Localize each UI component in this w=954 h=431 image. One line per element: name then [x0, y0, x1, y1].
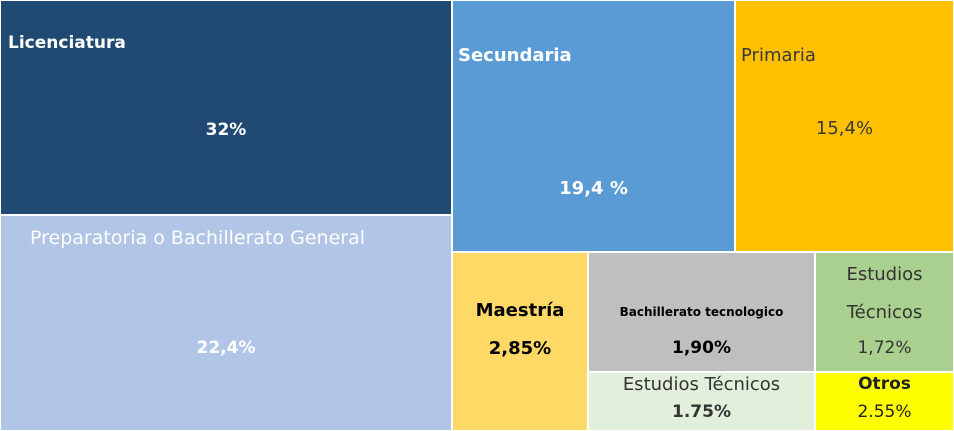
treemap-cell — [452, 252, 588, 431]
treemap-cell — [0, 0, 452, 215]
value-label: 15,4% — [815, 118, 874, 139]
cell-label: Otros — [858, 374, 911, 394]
cell-label: Maestría — [475, 300, 565, 321]
cell-label: Primaria — [741, 45, 816, 66]
value-label: 2.55% — [857, 402, 912, 422]
treemap-cell — [735, 0, 954, 252]
value-label: 32% — [205, 120, 247, 140]
cell-label: Estudios Técnicos — [622, 374, 781, 395]
treemap-cell — [588, 252, 815, 372]
value-label: 1,90% — [672, 338, 731, 358]
treemap-cell — [815, 252, 954, 372]
treemap-cell — [815, 372, 954, 431]
value-label: 1,72% — [857, 338, 912, 358]
value-label: 2,85% — [488, 338, 552, 359]
cell-label: Preparatoria o Bachillerato General — [30, 227, 366, 249]
cell-label: Secundaria — [458, 45, 572, 66]
treemap-cell — [588, 372, 815, 431]
cell-label: Licenciatura — [8, 33, 126, 53]
treemap-cell — [452, 0, 735, 252]
value-label: 1.75% — [672, 402, 731, 422]
value-label: 22,4% — [196, 338, 256, 358]
cell-label: Estudios Técnicos — [846, 264, 923, 323]
cell-label: Bachillerato tecnologico — [619, 305, 784, 319]
value-label: 19,4 % — [559, 178, 628, 199]
